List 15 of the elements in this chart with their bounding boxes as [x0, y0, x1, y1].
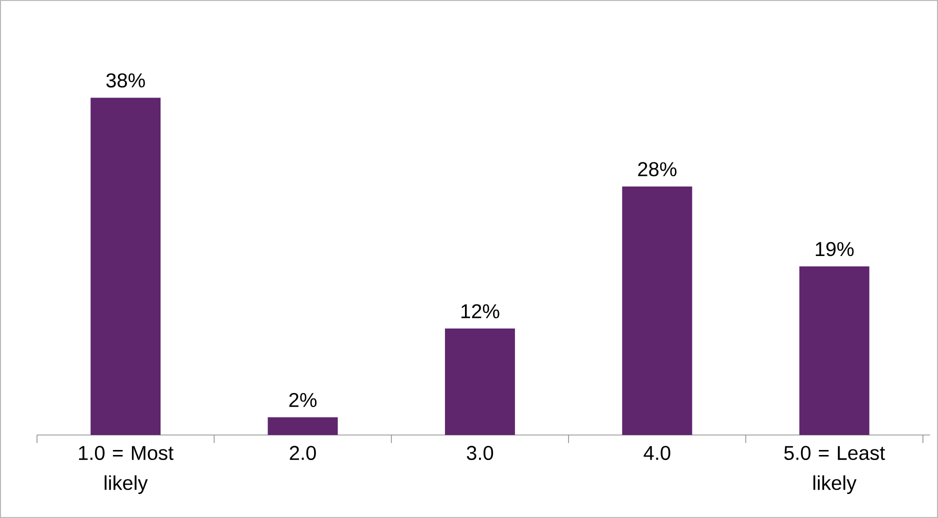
data-label: 38%	[106, 73, 145, 88]
bar	[90, 98, 161, 435]
bar	[268, 417, 338, 435]
x-tick-label: 4.0	[644, 446, 670, 460]
x-tick-label: 3.0	[466, 446, 494, 460]
x-tick-label: 1.0 = Most likely	[79, 446, 174, 494]
bar	[444, 328, 515, 435]
data-label: 12%	[461, 304, 500, 318]
data-label: 19%	[816, 242, 854, 256]
x-tick-label: 2.0	[290, 446, 316, 460]
bar	[622, 186, 692, 435]
data-label: 2%	[289, 392, 317, 408]
data-label: 28%	[638, 162, 676, 176]
x-tick-label: 5.0 = Least likely	[784, 446, 886, 494]
bar	[799, 266, 870, 435]
